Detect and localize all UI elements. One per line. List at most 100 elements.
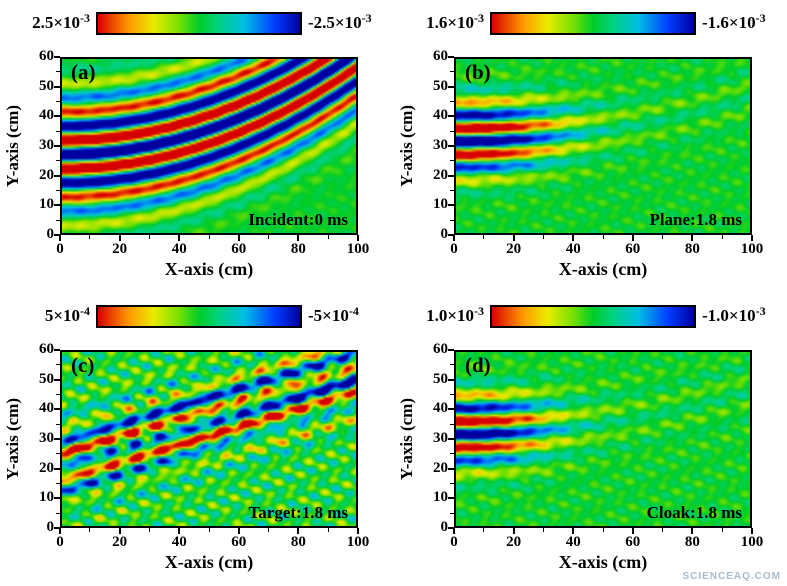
panel-letter: (a) (71, 60, 96, 84)
y-minor-tick-mark (56, 483, 60, 484)
colorbar (96, 305, 302, 328)
y-tick-label: 20 (39, 459, 54, 476)
y-tick-mark (448, 467, 454, 470)
colorbar-min-label: -5×10-4 (308, 304, 359, 325)
y-tick-mark (54, 145, 60, 147)
y-tick-mark (448, 438, 454, 440)
colorbar-max-label: 5×10-4 (44, 304, 90, 325)
y-tick-label: 40 (39, 400, 54, 417)
x-tick-mark (59, 528, 61, 534)
panel-letter: (d) (465, 353, 491, 377)
plot-area: (a) Incident:0 ms (60, 57, 358, 235)
x-tick-label: 80 (290, 534, 306, 550)
x-tick-mark (512, 235, 515, 241)
y-tick-label: 30 (433, 430, 448, 446)
x-axis-title: X-axis (cm) (558, 552, 648, 572)
y-tick-label: 10 (39, 196, 54, 213)
x-tick-mark (237, 235, 240, 241)
colorbar (490, 305, 696, 328)
x-tick-mark (751, 235, 753, 241)
colorbar-min-label: -1.6×10-3 (702, 11, 766, 32)
x-minor-tick-mark (89, 528, 91, 532)
x-minor-tick-mark (268, 528, 270, 532)
y-tick-mark (54, 438, 60, 440)
x-axis-title: X-axis (cm) (164, 259, 254, 279)
x-minor-tick-mark (483, 528, 485, 532)
y-tick-mark (448, 174, 454, 177)
panel-letter: (b) (465, 60, 491, 84)
panel-d: 1.0×10-3 -1.0×10-3 Y-axis (cm) (d) Cloak… (394, 293, 787, 586)
x-minor-tick-mark (208, 235, 210, 239)
heatmap-field (62, 352, 356, 526)
y-tick-label: 30 (39, 137, 54, 153)
x-tick-label: 100 (346, 534, 370, 550)
y-tick-label: 0 (46, 226, 55, 242)
y-tick-mark (448, 497, 454, 500)
x-axis-title: X-axis (cm) (558, 259, 648, 279)
x-tick-label: 20 (506, 241, 522, 257)
y-minor-tick-mark (56, 394, 60, 395)
x-tick-label: 0 (450, 534, 458, 550)
x-tick-label: 40 (565, 534, 581, 550)
x-tick-mark (453, 235, 455, 241)
y-minor-tick-mark (56, 453, 60, 455)
y-minor-tick-mark (450, 364, 454, 366)
time-annotation: Incident:0 ms (248, 210, 348, 229)
x-tick-label: 60 (625, 534, 641, 550)
y-minor-tick-mark (56, 512, 60, 514)
y-minor-tick-mark (56, 190, 60, 191)
x-minor-tick-mark (327, 235, 329, 239)
x-tick-mark (357, 235, 359, 241)
x-tick-label: 100 (740, 241, 764, 257)
x-tick-label: 100 (740, 534, 764, 550)
x-tick-mark (297, 528, 300, 534)
y-tick-label: 40 (39, 107, 54, 124)
y-minor-tick-mark (56, 160, 60, 162)
x-tick-label: 20 (112, 241, 128, 257)
y-tick-mark (54, 378, 60, 381)
x-tick-mark (118, 235, 121, 241)
y-axis-title: Y-axis (cm) (397, 398, 416, 480)
y-minor-tick-mark (450, 423, 454, 425)
y-tick-label: 40 (433, 107, 448, 124)
x-axis-title: X-axis (cm) (164, 552, 254, 572)
y-tick-label: 20 (433, 166, 448, 183)
y-tick-label: 10 (433, 489, 448, 506)
y-tick-mark (448, 527, 454, 529)
x-minor-tick-mark (721, 235, 723, 239)
x-tick-mark (631, 528, 634, 534)
y-minor-tick-mark (450, 130, 454, 132)
plot-area: (d) Cloak:1.8 ms (454, 350, 752, 528)
x-tick-mark (691, 528, 694, 534)
y-minor-tick-mark (450, 160, 454, 162)
y-tick-mark (54, 115, 60, 118)
heatmap-field (456, 352, 750, 526)
y-minor-tick-mark (56, 423, 60, 425)
y-tick-mark (448, 85, 454, 88)
y-tick-mark (448, 349, 454, 351)
y-minor-tick-mark (450, 394, 454, 395)
y-tick-label: 10 (433, 196, 448, 213)
x-tick-mark (631, 235, 634, 241)
y-tick-mark (54, 467, 60, 470)
y-tick-mark (448, 115, 454, 118)
y-minor-tick-mark (450, 453, 454, 455)
heatmap-field (62, 59, 356, 233)
y-tick-label: 50 (433, 77, 448, 94)
y-tick-label: 30 (39, 430, 54, 446)
x-minor-tick-mark (148, 235, 150, 239)
y-tick-label: 50 (39, 77, 54, 94)
x-tick-mark (178, 528, 181, 534)
y-tick-label: 0 (46, 519, 55, 535)
y-tick-label: 20 (39, 166, 54, 183)
y-tick-mark (54, 56, 60, 58)
x-minor-tick-mark (602, 235, 604, 239)
y-tick-mark (54, 527, 60, 529)
y-tick-mark (448, 145, 454, 147)
x-minor-tick-mark (662, 235, 664, 239)
y-tick-label: 50 (39, 370, 54, 387)
y-tick-mark (54, 174, 60, 177)
y-tick-mark (448, 56, 454, 58)
x-tick-label: 100 (346, 241, 370, 257)
x-tick-mark (691, 235, 694, 241)
